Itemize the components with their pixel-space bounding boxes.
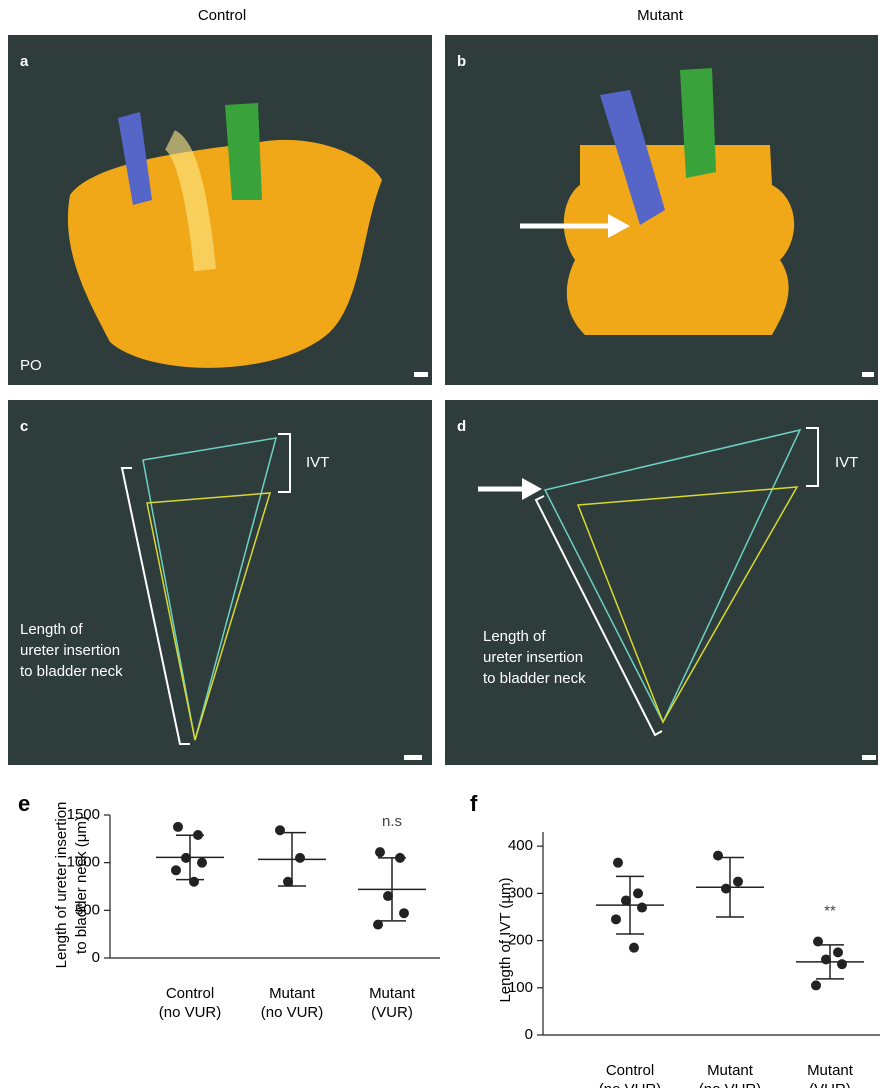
data-point [373,919,383,930]
highlight [163,130,216,272]
wireframe [543,428,802,724]
y-tick-label: 0 [525,1026,533,1043]
length-text: to bladder neck [483,670,586,687]
length-text: Length of [483,628,546,645]
data-point [813,936,823,947]
data-point [637,902,647,913]
annotation: ** [824,902,836,919]
ivt-label: IVT [306,454,329,471]
y-tick-label: 300 [508,884,533,901]
ivt-label: IVT [835,454,858,471]
data-point [633,888,643,899]
data-point [833,947,843,958]
y-tick-label: 1500 [67,806,100,823]
data-point [613,857,623,868]
ureter-blue [600,90,665,225]
x-tick-label: Control [606,1062,654,1079]
data-point [713,850,723,861]
y-tick-label: 100 [508,979,533,996]
panel-d-bg [445,400,878,765]
data-point [173,821,183,832]
arrow-head [522,478,542,500]
x-tick-label: Mutant [807,1062,854,1079]
x-tick-label: Control [166,985,214,1002]
wireframe [146,492,272,741]
bracket [278,433,291,493]
length-text: to bladder neck [20,663,123,680]
data-point [197,857,207,868]
bladder [563,145,795,335]
data-point [621,895,631,906]
data-point [375,847,385,858]
arrow-head [608,214,630,238]
scale-bar [404,755,422,760]
scale-bar [414,372,428,377]
y-tick-label: 400 [508,837,533,854]
data-point [295,852,305,863]
x-tick-label: (no VUR) [699,1081,762,1088]
panel-label: e [18,791,30,816]
x-tick-label: (VUR) [809,1081,851,1088]
data-point [193,830,203,841]
panel-label: f [470,791,478,816]
x-tick-label: Mutant [369,985,416,1002]
ureter-green [680,68,716,178]
y-axis-label: Length of IVT (μm) [497,877,514,1002]
panel-label: b [457,53,466,70]
y-tick-label: 1000 [67,854,100,871]
x-tick-label: Mutant [269,985,316,1002]
ureter-green [225,103,262,200]
x-tick-label: (no VUR) [599,1081,662,1088]
panel-label: d [457,418,466,435]
panel-c-bg [8,400,432,765]
y-axis-label: Length of ureter insertion [53,802,70,969]
data-point [811,980,821,991]
length-text: Length of [20,621,83,638]
x-tick-label: (VUR) [371,1004,413,1021]
y-axis-label: to bladder neck (μm) [73,816,90,954]
data-point [283,876,293,887]
panel-label: a [20,53,29,70]
data-point [399,908,409,919]
wireframe [142,437,278,741]
data-point [275,825,285,836]
x-tick-label: Mutant [707,1062,754,1079]
scale-bar [862,372,874,377]
data-point [171,865,181,876]
data-point [837,959,847,970]
ureter-blue [118,112,152,205]
data-point [383,891,393,902]
bracket [120,467,190,745]
bracket [806,427,819,487]
column-title: Mutant [637,7,684,24]
data-point [721,883,731,894]
data-point [395,852,405,863]
x-tick-label: (no VUR) [159,1004,222,1021]
data-point [181,852,191,863]
panel-note: PO [20,357,42,374]
length-text: ureter insertion [483,649,583,666]
bracket [534,495,663,737]
panel-label: c [20,418,28,435]
data-point [611,914,621,925]
y-tick-label: 0 [92,949,100,966]
x-tick-label: (no VUR) [261,1004,324,1021]
length-text: ureter insertion [20,642,120,659]
data-point [821,954,831,965]
wireframe [576,486,799,724]
annotation: n.s [382,813,402,830]
data-point [189,876,199,887]
y-tick-label: 500 [75,901,100,918]
data-point [733,876,743,887]
y-tick-label: 200 [508,932,533,949]
scale-bar [862,755,876,760]
column-title: Control [198,7,246,24]
data-point [629,942,639,953]
